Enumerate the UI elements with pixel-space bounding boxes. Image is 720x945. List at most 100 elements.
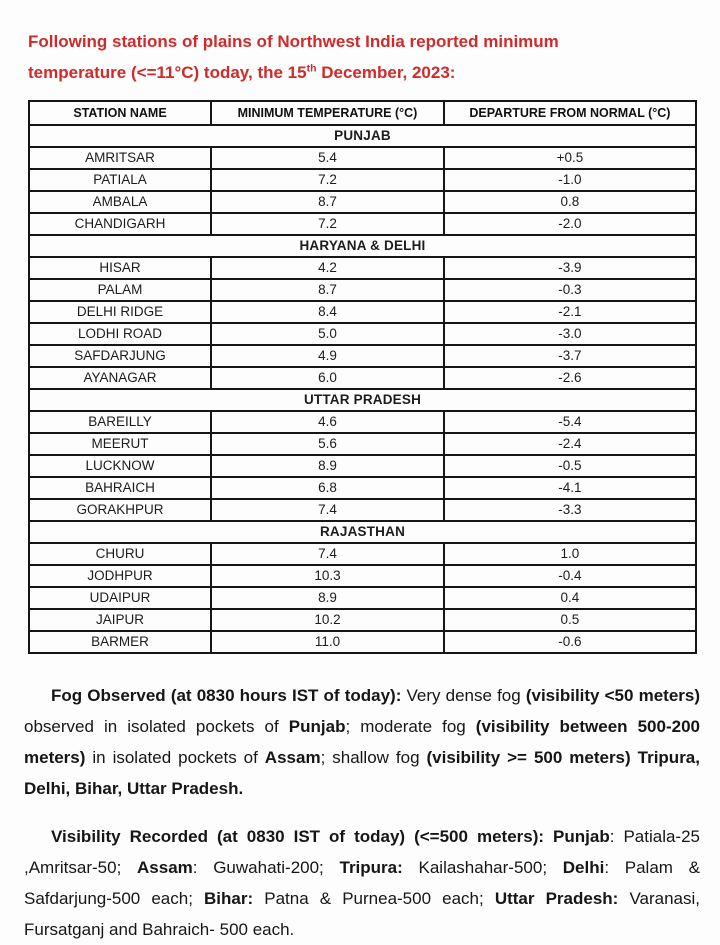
text-segment: Kailashahar-500; bbox=[402, 858, 563, 877]
min-temp-cell: 7.2 bbox=[210, 212, 445, 236]
section-label: HARYANA & DELHI bbox=[28, 234, 697, 258]
text-segment: (visibility <50 meters) bbox=[525, 686, 701, 705]
notes-section: Fog Observed (at 0830 hours IST of today… bbox=[24, 680, 700, 945]
text-segment: Delhi bbox=[562, 858, 605, 877]
min-temp-cell: 8.4 bbox=[210, 300, 445, 324]
min-temp-cell: 7.4 bbox=[210, 542, 445, 566]
min-temp-cell: 4.9 bbox=[210, 344, 445, 368]
text-segment: Bihar: bbox=[204, 889, 254, 908]
min-temp-cell: 10.2 bbox=[210, 608, 445, 632]
table-row: CHANDIGARH 7.2 -2.0 bbox=[27, 212, 698, 236]
text-segment: (visibility between 500-200 meters) bbox=[24, 717, 700, 767]
page-title: Following stations of plains of Northwes… bbox=[28, 26, 697, 88]
text-segment: ; shallow fog bbox=[320, 748, 427, 767]
min-temp-cell: 8.9 bbox=[210, 586, 445, 610]
text-segment: : Guwahati-200; bbox=[192, 858, 340, 877]
station-name-cell: UDAIPUR bbox=[27, 586, 213, 610]
min-temp-cell: 7.2 bbox=[210, 168, 445, 192]
text-segment: Punjab bbox=[288, 717, 346, 736]
fog-observed-paragraph: Fog Observed (at 0830 hours IST of today… bbox=[24, 680, 700, 804]
table-row: PATIALA 7.2 -1.0 bbox=[27, 168, 698, 192]
departure-cell: -2.0 bbox=[442, 212, 698, 236]
col-header-departure-from-normal: DEPARTURE FROM NORMAL (°C) bbox=[442, 100, 698, 126]
table-row: BARMER 11.0 -0.6 bbox=[27, 630, 698, 654]
table-row: HISAR 4.2 -3.9 bbox=[27, 256, 698, 280]
table-row: LUCKNOW 8.9 -0.5 bbox=[27, 454, 698, 478]
col-header-station-name: STATION NAME bbox=[27, 100, 213, 126]
text-segment: observed in isolated pockets of bbox=[24, 717, 289, 736]
min-temp-cell: 11.0 bbox=[210, 630, 445, 654]
min-temp-cell: 7.4 bbox=[210, 498, 445, 522]
station-name-cell: JODHPUR bbox=[27, 564, 213, 588]
section-row: HARYANA & DELHI bbox=[28, 234, 697, 258]
table-row: PALAM 8.7 -0.3 bbox=[27, 278, 698, 302]
table-row: CHURU 7.4 1.0 bbox=[27, 542, 698, 566]
station-name-cell: SAFDARJUNG bbox=[27, 344, 213, 368]
departure-cell: -0.5 bbox=[442, 454, 698, 478]
min-temp-cell: 5.0 bbox=[210, 322, 445, 346]
departure-cell: -5.4 bbox=[442, 410, 698, 434]
station-name-cell: LUCKNOW bbox=[27, 454, 213, 478]
table-row: UDAIPUR 8.9 0.4 bbox=[27, 586, 698, 610]
table-row: AMBALA 8.7 0.8 bbox=[27, 190, 698, 214]
section-label: PUNJAB bbox=[28, 124, 697, 148]
table-row: AYANAGAR 6.0 -2.6 bbox=[27, 366, 698, 390]
departure-cell: -2.6 bbox=[442, 366, 698, 390]
section-label: RAJASTHAN bbox=[28, 520, 697, 544]
departure-cell: 0.5 bbox=[442, 608, 698, 632]
departure-cell: 0.8 bbox=[442, 190, 698, 214]
departure-cell: -0.4 bbox=[442, 564, 698, 588]
table-row: JODHPUR 10.3 -0.4 bbox=[27, 564, 698, 588]
table-row: MEERUT 5.6 -2.4 bbox=[27, 432, 698, 456]
station-name-cell: BAREILLY bbox=[27, 410, 213, 434]
station-name-cell: BARMER bbox=[27, 630, 213, 654]
title-line-2-text: temperature (<=11°C) today, the 15 bbox=[28, 63, 307, 82]
stations-table-body: PUNJAB AMRITSAR 5.4 +0.5 PATIALA 7.2 -1.0 AMBAL… bbox=[27, 124, 698, 654]
station-name-cell: CHANDIGARH bbox=[27, 212, 213, 236]
table-row: JAIPUR 10.2 0.5 bbox=[27, 608, 698, 632]
table-row: DELHI RIDGE 8.4 -2.1 bbox=[27, 300, 698, 324]
table-row: BAHRAICH 6.8 -4.1 bbox=[27, 476, 698, 500]
min-temp-cell: 4.2 bbox=[210, 256, 445, 280]
station-name-cell: AMBALA bbox=[27, 190, 213, 214]
text-segment: : Palam & Safdarjung-500 each; bbox=[24, 858, 700, 908]
min-temp-cell: 8.7 bbox=[210, 190, 445, 214]
text-segment: in isolated pockets of bbox=[92, 748, 265, 767]
text-segment: Assam bbox=[264, 748, 321, 767]
station-name-cell: GORAKHPUR bbox=[27, 498, 213, 522]
text-segment: ; moderate fog bbox=[345, 717, 476, 736]
station-name-cell: AYANAGAR bbox=[27, 366, 213, 390]
title-line-1: Following stations of plains of Northwes… bbox=[28, 32, 559, 51]
departure-cell: 0.4 bbox=[442, 586, 698, 610]
text-segment: Tripura, Delhi, Bihar, Uttar Pradesh. bbox=[24, 748, 700, 798]
table-row: BAREILLY 4.6 -5.4 bbox=[27, 410, 698, 434]
text-segment: Uttar Pradesh: bbox=[494, 889, 619, 908]
station-name-cell: LODHI ROAD bbox=[27, 322, 213, 346]
station-name-cell: HISAR bbox=[27, 256, 213, 280]
section-label: UTTAR PRADESH bbox=[28, 388, 697, 412]
table-row: SAFDARJUNG 4.9 -3.7 bbox=[27, 344, 698, 368]
departure-cell: -1.0 bbox=[442, 168, 698, 192]
departure-cell: -0.6 bbox=[442, 630, 698, 654]
station-name-cell: CHURU bbox=[27, 542, 213, 566]
title-line-2-tail: December, 2023: bbox=[316, 63, 456, 82]
departure-cell: -3.0 bbox=[442, 322, 698, 346]
section-row: RAJASTHAN bbox=[28, 520, 697, 544]
min-temp-cell: 6.0 bbox=[210, 366, 445, 390]
text-segment: Assam bbox=[137, 858, 193, 877]
section-row: PUNJAB bbox=[28, 124, 697, 148]
text-segment: Tripura: bbox=[339, 858, 403, 877]
text-segment: : Patiala-25 ,Amritsar-50; bbox=[24, 827, 700, 877]
station-name-cell: MEERUT bbox=[27, 432, 213, 456]
title-ordinal-superscript: th bbox=[306, 62, 317, 75]
min-temp-cell: 8.7 bbox=[210, 278, 445, 302]
table-row: AMRITSAR 5.4 +0.5 bbox=[27, 146, 698, 170]
min-temp-cell: 4.6 bbox=[210, 410, 445, 434]
text-segment: Very dense fog bbox=[406, 686, 526, 705]
table-header-row: STATION NAME MINIMUM TEMPERATURE (°C) DE… bbox=[27, 100, 698, 126]
departure-cell: -0.3 bbox=[442, 278, 698, 302]
station-name-cell: DELHI RIDGE bbox=[27, 300, 213, 324]
visibility-recorded-paragraph: Visibility Recorded (at 0830 IST of toda… bbox=[24, 821, 700, 945]
departure-cell: +0.5 bbox=[442, 146, 698, 170]
